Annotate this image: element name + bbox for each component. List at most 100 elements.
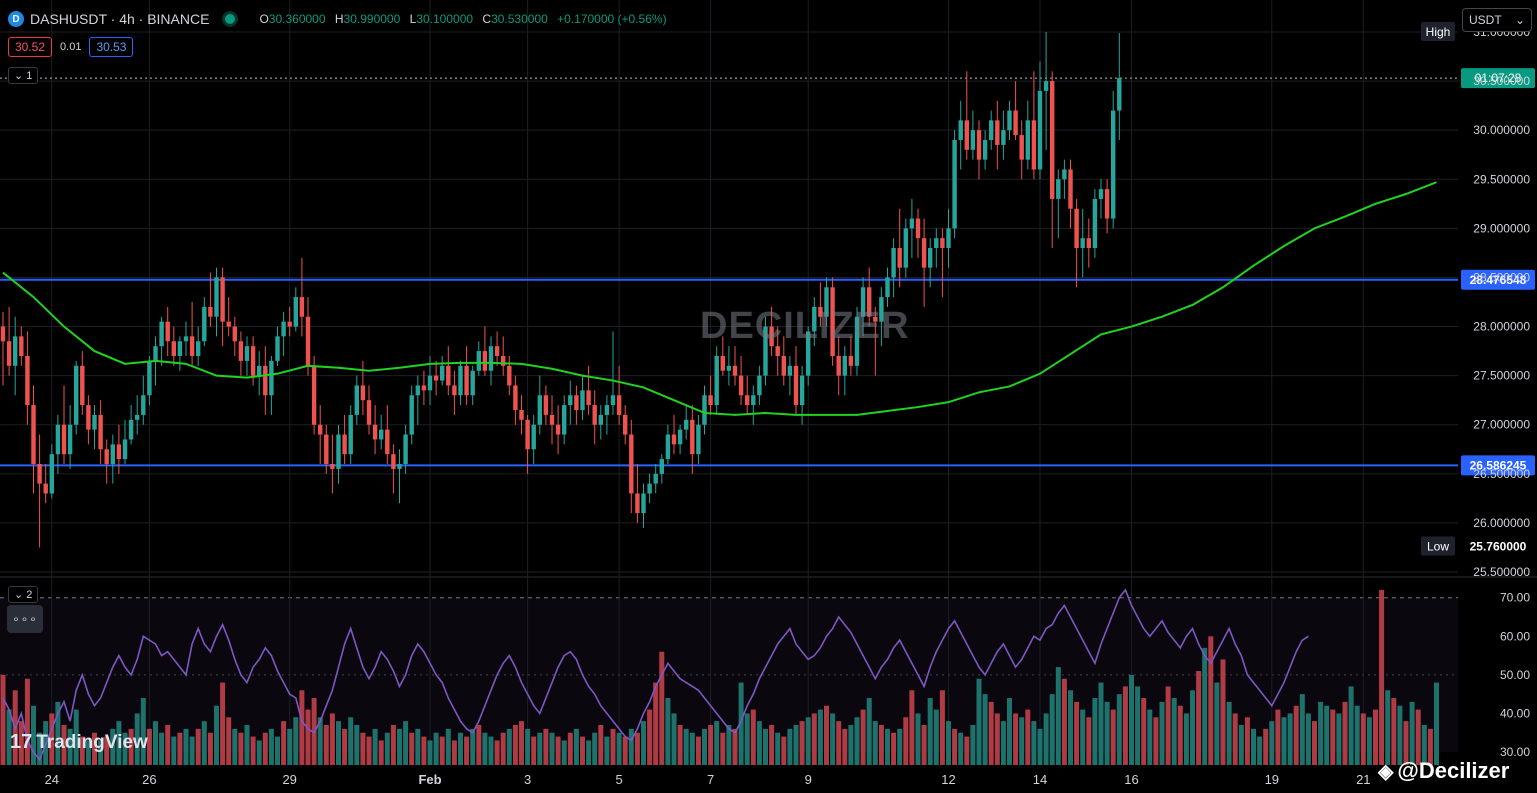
volume-bar (329, 713, 335, 765)
price-axis[interactable]: 25.500000 26.000000 26.500000 27.000000 27.5… (1473, 25, 1530, 759)
candle-body (494, 346, 500, 356)
volume-bar (1391, 698, 1397, 765)
volume-bar (854, 717, 860, 765)
tradingview-logo[interactable]: 17 TradingView (10, 731, 148, 754)
volume-bar (1141, 698, 1147, 765)
candle-body (970, 130, 976, 150)
volume-bar (1305, 713, 1311, 765)
candle-body (799, 375, 805, 406)
volume-bar (226, 717, 232, 765)
candle-body (671, 434, 677, 445)
candle-body (909, 218, 915, 229)
level-price-tag (1461, 269, 1535, 290)
candle-body (537, 395, 542, 425)
volume-bar (763, 728, 768, 765)
candle-body (409, 395, 414, 435)
ma-line (2, 181, 1437, 416)
volume-bar (1043, 713, 1049, 765)
volume-bar (122, 732, 128, 765)
volume-bar (1379, 590, 1385, 765)
tradingview-logo-icon: 17 (10, 731, 33, 753)
low-price-label: 25.760000 (1470, 539, 1527, 553)
buy-button[interactable]: 30.53 (89, 37, 134, 57)
volume-bar (830, 713, 836, 765)
main-pane-collapse-button[interactable]: ⌄ 1 (8, 67, 39, 84)
volume-bar (1354, 705, 1360, 765)
horizontal-levels[interactable]: 28.476548 26.586245 01:07:28 High Low 25.7600… (0, 22, 1535, 557)
volume-bar (232, 728, 238, 765)
volume-bar (305, 709, 311, 765)
candle-body (842, 356, 847, 376)
price-tick-label: 27.500000 (1473, 369, 1530, 383)
candle-body (360, 385, 366, 401)
candle-body (1037, 90, 1043, 170)
volume-bar (55, 701, 61, 765)
currency-value: USDT (1469, 13, 1502, 27)
volume-bar (104, 736, 110, 765)
volume-bar (1318, 701, 1324, 765)
volume-bar (1202, 647, 1208, 765)
volume-bar (689, 732, 695, 765)
volume-bar (787, 728, 793, 765)
volume-bar (1427, 728, 1433, 765)
indicator-pane-collapse-button[interactable]: ⌄ 2 (8, 586, 39, 603)
volume-bar (92, 732, 97, 765)
volume-bar (256, 740, 262, 765)
volume-bar (470, 728, 476, 765)
candle-body (860, 287, 866, 317)
candle-body (305, 316, 311, 366)
candle-body (769, 326, 774, 347)
candle-body (995, 120, 1000, 145)
volume-bar (500, 732, 506, 765)
low-value: 30.100000 (416, 12, 474, 26)
volume-bar (628, 728, 634, 765)
volume-bar (1074, 701, 1080, 765)
volume-bar (1226, 701, 1232, 765)
last-price-tag (1461, 68, 1535, 89)
volume-bar (714, 721, 720, 765)
candle-body (220, 277, 225, 322)
time-tick-label: 16 (1124, 772, 1138, 787)
volume-bar (49, 713, 55, 765)
currency-select[interactable]: USDT ⌄ (1462, 8, 1532, 32)
more-options-button[interactable]: ∘∘∘ (7, 605, 43, 633)
candle-body (629, 434, 634, 494)
candle-body (958, 120, 963, 140)
candle-body (848, 356, 854, 366)
candle-body (427, 375, 433, 391)
price-tick-label: 29.000000 (1473, 221, 1530, 235)
sell-button[interactable]: 30.52 (8, 37, 53, 57)
candle-body (879, 297, 884, 322)
volume-bar (1007, 698, 1012, 765)
candle-body (202, 306, 207, 342)
high-value: 30.990000 (343, 12, 401, 26)
volume-bar (1049, 694, 1055, 765)
candle-body (598, 414, 603, 425)
volume-bar (549, 732, 555, 765)
candle-body (1062, 169, 1067, 180)
candle-body (116, 444, 122, 460)
volume-bar (1373, 709, 1378, 765)
candle-body (275, 336, 280, 361)
candle-body (745, 395, 750, 406)
volume-bar (1068, 690, 1073, 765)
volume-bar (390, 725, 396, 765)
candle-body (269, 360, 274, 396)
volume-bar (1366, 717, 1372, 765)
symbol-title[interactable]: DASHUSDT · 4h · BINANCE (30, 11, 210, 27)
volume-bar (67, 728, 73, 765)
candle-body (177, 341, 183, 356)
candle-body (61, 424, 67, 455)
volume-bar (543, 728, 549, 765)
candle-body (1050, 81, 1055, 199)
volume-bar (1287, 713, 1293, 765)
candle-body (763, 326, 768, 376)
time-axis[interactable]: 24 26 29 Feb 3 5 7 9 12 14 16 19 21 (45, 772, 1371, 787)
volume-bar (1348, 686, 1354, 765)
volume-bar (1244, 717, 1250, 765)
volume-bar (1190, 690, 1195, 765)
price-tick-label: 29.500000 (1473, 172, 1530, 186)
candle-body (25, 356, 30, 406)
time-tick-label: Feb (418, 772, 441, 787)
